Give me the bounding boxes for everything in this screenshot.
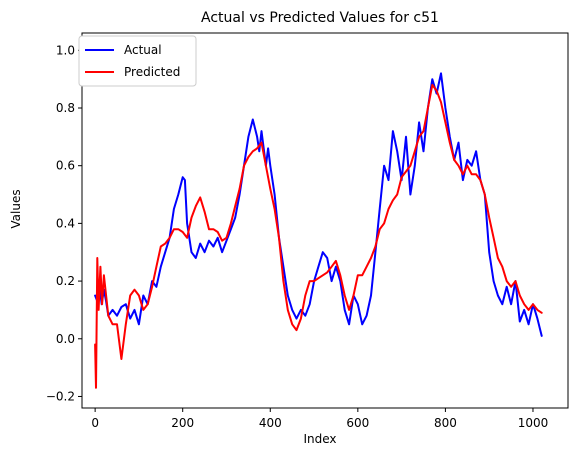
legend: Actual Predicted [78, 35, 197, 87]
y-tick-label: 0.0 [56, 332, 75, 346]
y-tick-label: 0.6 [56, 159, 75, 173]
y-tick-label: 1.0 [56, 43, 75, 57]
legend-label-actual: Actual [124, 43, 162, 57]
x-tick-label: 0 [91, 416, 99, 430]
chart-title: Actual vs Predicted Values for c51 [201, 10, 439, 26]
x-tick-label: 600 [346, 416, 369, 430]
y-axis-label: Values [9, 189, 23, 228]
x-tick-label: 400 [259, 416, 282, 430]
series-line-actual [94, 72, 543, 337]
legend-box [78, 35, 197, 87]
y-tick-label: 0.8 [56, 101, 75, 115]
series-line-predicted [94, 83, 543, 389]
plot-frame [81, 32, 569, 409]
legend-label-predicted: Predicted [124, 65, 180, 79]
x-axis-label: Index [303, 432, 336, 446]
y-tick-label: −0.2 [46, 389, 75, 403]
x-tick-label: 200 [171, 416, 194, 430]
y-tick-label: 0.4 [56, 216, 75, 230]
x-tick-label: 1000 [518, 416, 549, 430]
x-tick-label: 800 [434, 416, 457, 430]
plot-area: 0 200 400 600 800 1000−0.20.00.20.40.60.81.0 A… [46, 32, 569, 430]
y-tick-label: 0.2 [56, 274, 75, 288]
